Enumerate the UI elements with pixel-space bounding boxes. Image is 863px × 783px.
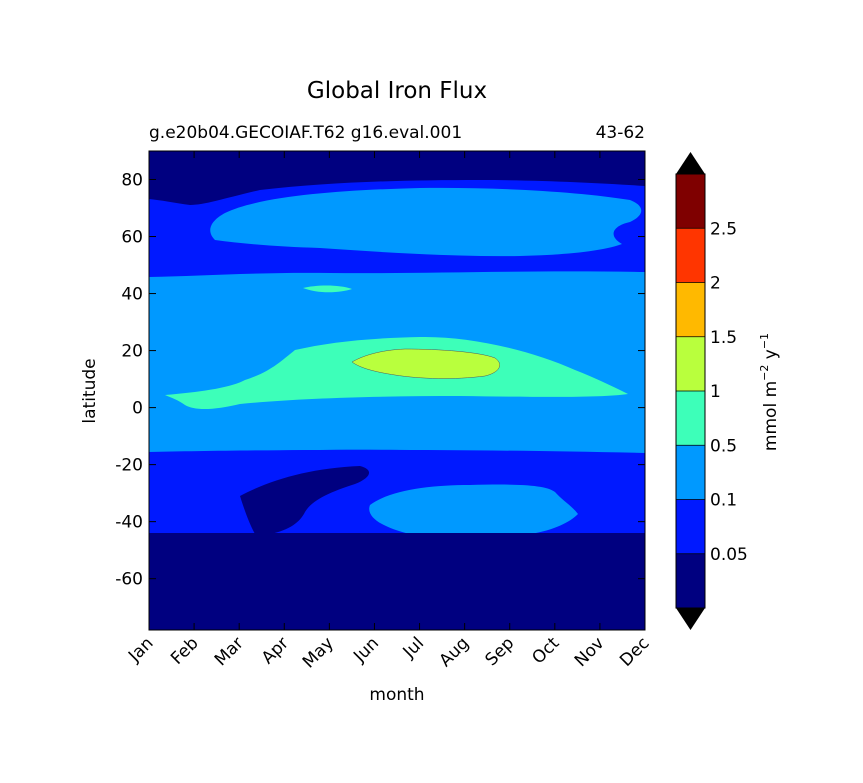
y-tick-label: -20 (115, 456, 143, 476)
colorbar-min-arrow (676, 608, 705, 630)
plot-frame (148, 150, 646, 631)
plot-area (149, 151, 645, 630)
colorbar-tick-label: 2.5 (710, 219, 737, 239)
y-tick-label: 40 (121, 285, 143, 305)
colorbar-segment (676, 391, 705, 446)
x-tick-label-aug: Aug (436, 633, 474, 671)
y-axis: -60 -40 -20 0 20 40 60 80 (115, 171, 645, 590)
x-tick-label-mar: Mar (211, 633, 248, 670)
colorbar-label-exp1: −2 (758, 365, 771, 381)
region-north-mid-patch (210, 187, 642, 257)
y-tick-label: 0 (132, 399, 143, 419)
region-tropical-peak (351, 348, 500, 379)
x-tick-label-jan: Jan (124, 633, 157, 666)
x-tick-label-feb: Feb (167, 633, 202, 668)
colorbar-segment (676, 174, 705, 229)
y-tick-label: 20 (121, 342, 143, 362)
colorbar-tick-label: 0.05 (710, 545, 748, 565)
colorbar: 0.05 0.1 0.5 1 1.5 2 2.5 (675, 152, 748, 630)
colorbar-tick-label: 1 (710, 382, 721, 402)
region-arctic (149, 151, 645, 205)
y-tick-label: 80 (121, 171, 143, 191)
x-tick-label-jun: Jun (349, 633, 383, 667)
y-tick-label: -60 (115, 570, 143, 590)
y-tick-label: 60 (121, 228, 143, 248)
colorbar-label-exp2: −1 (758, 333, 771, 349)
colorbar-label: mmol m−2 y−1 (758, 333, 781, 451)
chart-subtitle-case: g.e20b04.GECOIAF.T62 g16.eval.001 (149, 123, 462, 143)
colorbar-tick-label: 2 (710, 274, 721, 294)
colorbar-segment (676, 445, 705, 500)
region-south-low-patch (240, 466, 370, 534)
region-north-small-patch (303, 285, 352, 293)
y-tick-label: -40 (115, 513, 143, 533)
x-tick-label-dec: Dec (616, 633, 653, 670)
colorbar-segment (676, 336, 705, 391)
colorbar-label-unit: mmol m (761, 381, 781, 451)
x-tick-label-sep: Sep (481, 633, 518, 670)
x-tick-label-apr: Apr (258, 633, 293, 668)
colorbar-max-arrow (676, 152, 705, 174)
colorbar-tick-label: 0.1 (710, 491, 737, 511)
chart-title: Global Iron Flux (307, 78, 487, 104)
colorbar-segment (676, 499, 705, 554)
x-tick-label-oct: Oct (528, 633, 563, 668)
x-tick-label-may: May (299, 633, 338, 672)
colorbar-segment (676, 553, 705, 608)
colorbar-label-mid: y (761, 349, 781, 364)
colorbar-tick-label: 1.5 (710, 328, 737, 348)
region-south-mid-patch (369, 484, 578, 534)
x-tick-label-nov: Nov (571, 633, 609, 671)
chart-subtitle-years: 43-62 (596, 123, 645, 143)
latitude-band-southern-ocean (149, 533, 645, 630)
colorbar-tick-label: 0.5 (710, 436, 737, 456)
colorbar-segment (676, 228, 705, 283)
x-axis-label: month (369, 685, 424, 705)
colorbar-segment (676, 282, 705, 337)
y-axis-label: latitude (80, 358, 100, 423)
x-tick-label-jul: Jul (399, 633, 428, 662)
region-arctic-streak (395, 159, 500, 167)
